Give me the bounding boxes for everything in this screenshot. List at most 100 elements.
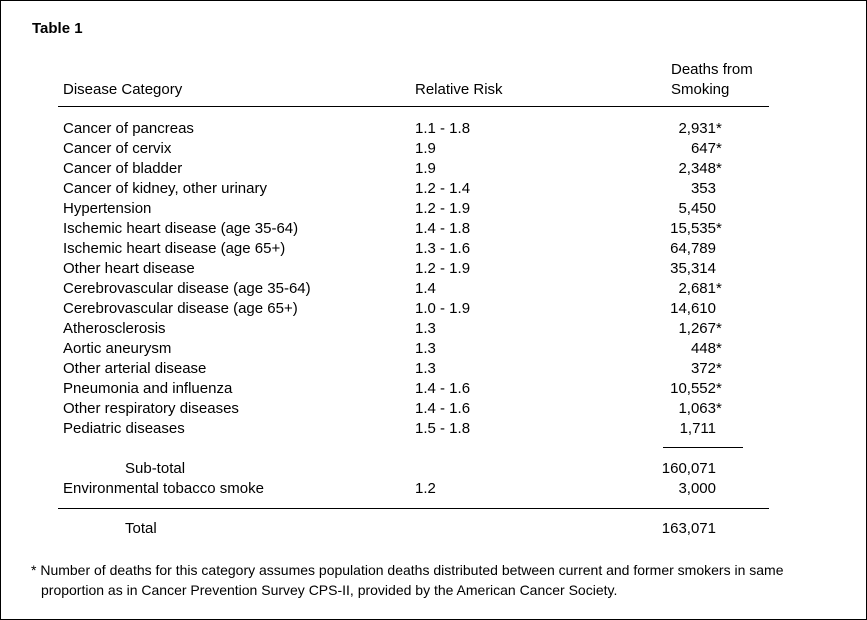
row-deaths: 2,681* — [561, 279, 725, 299]
row-deaths-value: 448 — [690, 340, 716, 357]
ets-row: Environmental tobacco smoke 1.2 3,000 — [1, 479, 867, 499]
table-row: Aortic aneurysm 1.3 448* — [1, 339, 867, 359]
row-category: Pediatric diseases — [63, 420, 185, 437]
row-relative-risk: 1.3 - 1.6 — [415, 240, 471, 257]
row-relative-risk: 1.3 — [415, 360, 436, 377]
row-relative-risk: 1.9 — [415, 140, 436, 157]
row-category: Ischemic heart disease (age 65+) — [63, 240, 286, 257]
row-footnote-marker: * — [716, 140, 722, 157]
row-category: Cancer of pancreas — [63, 120, 194, 137]
row-deaths: 647* — [561, 139, 725, 159]
table-row: Cancer of bladder 1.9 2,348* — [1, 159, 867, 179]
subtotal-rule — [663, 447, 743, 448]
row-relative-risk: 1.5 - 1.8 — [415, 420, 471, 437]
row-deaths-value: 5,450 — [678, 200, 716, 217]
row-relative-risk: 1.2 - 1.9 — [415, 200, 471, 217]
row-category: Cerebrovascular disease (age 35-64) — [63, 280, 311, 297]
table-row: Cancer of pancreas 1.1 - 1.8 2,931* — [1, 119, 867, 139]
row-deaths-value: 2,348 — [678, 160, 716, 177]
row-relative-risk: 1.9 — [415, 160, 436, 177]
row-deaths-value: 1,267 — [678, 320, 716, 337]
row-category: Cancer of bladder — [63, 160, 183, 177]
ets-deaths: 3,000 — [678, 480, 716, 497]
row-footnote-marker: * — [716, 360, 722, 377]
row-relative-risk: 1.4 — [415, 280, 436, 297]
row-footnote-marker: * — [716, 400, 722, 417]
table-row: Hypertension 1.2 - 1.9 5,450 — [1, 199, 867, 219]
ets-category: Environmental tobacco smoke — [63, 480, 264, 497]
row-deaths: 2,348* — [561, 159, 725, 179]
table-row: Atherosclerosis 1.3 1,267* — [1, 319, 867, 339]
row-footnote-marker: * — [716, 120, 722, 137]
row-category: Cerebrovascular disease (age 65+) — [63, 300, 298, 317]
row-relative-risk: 1.2 - 1.9 — [415, 260, 471, 277]
row-footnote-marker: * — [716, 380, 722, 397]
total-row: Total 163,071 — [1, 519, 867, 539]
row-deaths-value: 10,552 — [670, 380, 716, 397]
row-deaths: 1,063* — [561, 399, 725, 419]
row-category: Other respiratory diseases — [63, 400, 239, 417]
row-footnote-marker: * — [716, 160, 722, 177]
footnote: * Number of deaths for this category ass… — [31, 560, 851, 600]
header-disease-category: Disease Category — [63, 81, 183, 98]
subtotal-row: Sub-total 160,071 — [1, 459, 867, 479]
row-deaths: 64,789 — [561, 239, 725, 259]
footnote-line2: proportion as in Cancer Prevention Surve… — [41, 582, 618, 598]
row-relative-risk: 1.2 - 1.4 — [415, 180, 471, 197]
row-deaths-value: 2,681 — [678, 280, 716, 297]
subtotal-deaths: 160,071 — [661, 460, 716, 477]
row-relative-risk: 1.4 - 1.6 — [415, 400, 471, 417]
row-deaths-value: 35,314 — [670, 260, 716, 277]
row-category: Aortic aneurysm — [63, 340, 172, 357]
row-relative-risk: 1.4 - 1.6 — [415, 380, 471, 397]
table-row: Cerebrovascular disease (age 65+) 1.0 - 1… — [1, 299, 867, 319]
row-category: Ischemic heart disease (age 35-64) — [63, 220, 299, 237]
row-relative-risk: 1.3 — [415, 320, 436, 337]
row-deaths-value: 14,610 — [670, 300, 716, 317]
row-deaths: 1,267* — [561, 319, 725, 339]
row-footnote-marker: * — [716, 320, 722, 337]
row-category: Atherosclerosis — [63, 320, 166, 337]
table-row: Other arterial disease 1.3 372* — [1, 359, 867, 379]
row-footnote-marker: * — [716, 220, 722, 237]
row-deaths: 1,711 — [561, 419, 725, 439]
header-deaths-line1: Deaths from — [671, 61, 753, 78]
row-deaths-value: 372 — [690, 360, 716, 377]
table-row: Pneumonia and influenza 1.4 - 1.6 10,552* — [1, 379, 867, 399]
row-deaths-value: 2,931 — [678, 120, 716, 137]
row-deaths: 2,931* — [561, 119, 725, 139]
row-deaths: 10,552* — [561, 379, 725, 399]
row-category: Pneumonia and influenza — [63, 380, 233, 397]
total-rule — [58, 508, 769, 509]
row-deaths: 353 — [561, 179, 725, 199]
table-row: Pediatric diseases 1.5 - 1.8 1,711 — [1, 419, 867, 439]
row-deaths: 15,535* — [561, 219, 725, 239]
table-row: Cancer of cervix 1.9 647* — [1, 139, 867, 159]
row-category: Other heart disease — [63, 260, 195, 277]
row-deaths: 448* — [561, 339, 725, 359]
header-rule — [58, 106, 769, 107]
table-row: Ischemic heart disease (age 65+) 1.3 - 1.… — [1, 239, 867, 259]
total-deaths: 163,071 — [661, 520, 716, 537]
row-category: Cancer of cervix — [63, 140, 172, 157]
row-category: Other arterial disease — [63, 360, 207, 377]
row-footnote-marker: * — [716, 340, 722, 357]
row-deaths-value: 353 — [690, 180, 716, 197]
row-footnote-marker: * — [716, 280, 722, 297]
row-relative-risk: 1.0 - 1.9 — [415, 300, 471, 317]
row-deaths-value: 647 — [690, 140, 716, 157]
row-category: Hypertension — [63, 200, 152, 217]
table-row: Other respiratory diseases 1.4 - 1.6 1,063… — [1, 399, 867, 419]
footnote-line1: * Number of deaths for this category ass… — [31, 562, 784, 578]
row-deaths-value: 1,711 — [679, 420, 716, 437]
row-deaths: 372* — [561, 359, 725, 379]
row-relative-risk: 1.3 — [415, 340, 436, 357]
table-title: Table 1 — [32, 20, 83, 37]
table-row: Cerebrovascular disease (age 35-64) 1.4 2,… — [1, 279, 867, 299]
ets-risk: 1.2 — [415, 480, 436, 497]
row-deaths: 35,314 — [561, 259, 725, 279]
row-deaths: 14,610 — [561, 299, 725, 319]
table-row: Other heart disease 1.2 - 1.9 35,314 — [1, 259, 867, 279]
table-row: Cancer of kidney, other urinary 1.2 - 1.4… — [1, 179, 867, 199]
